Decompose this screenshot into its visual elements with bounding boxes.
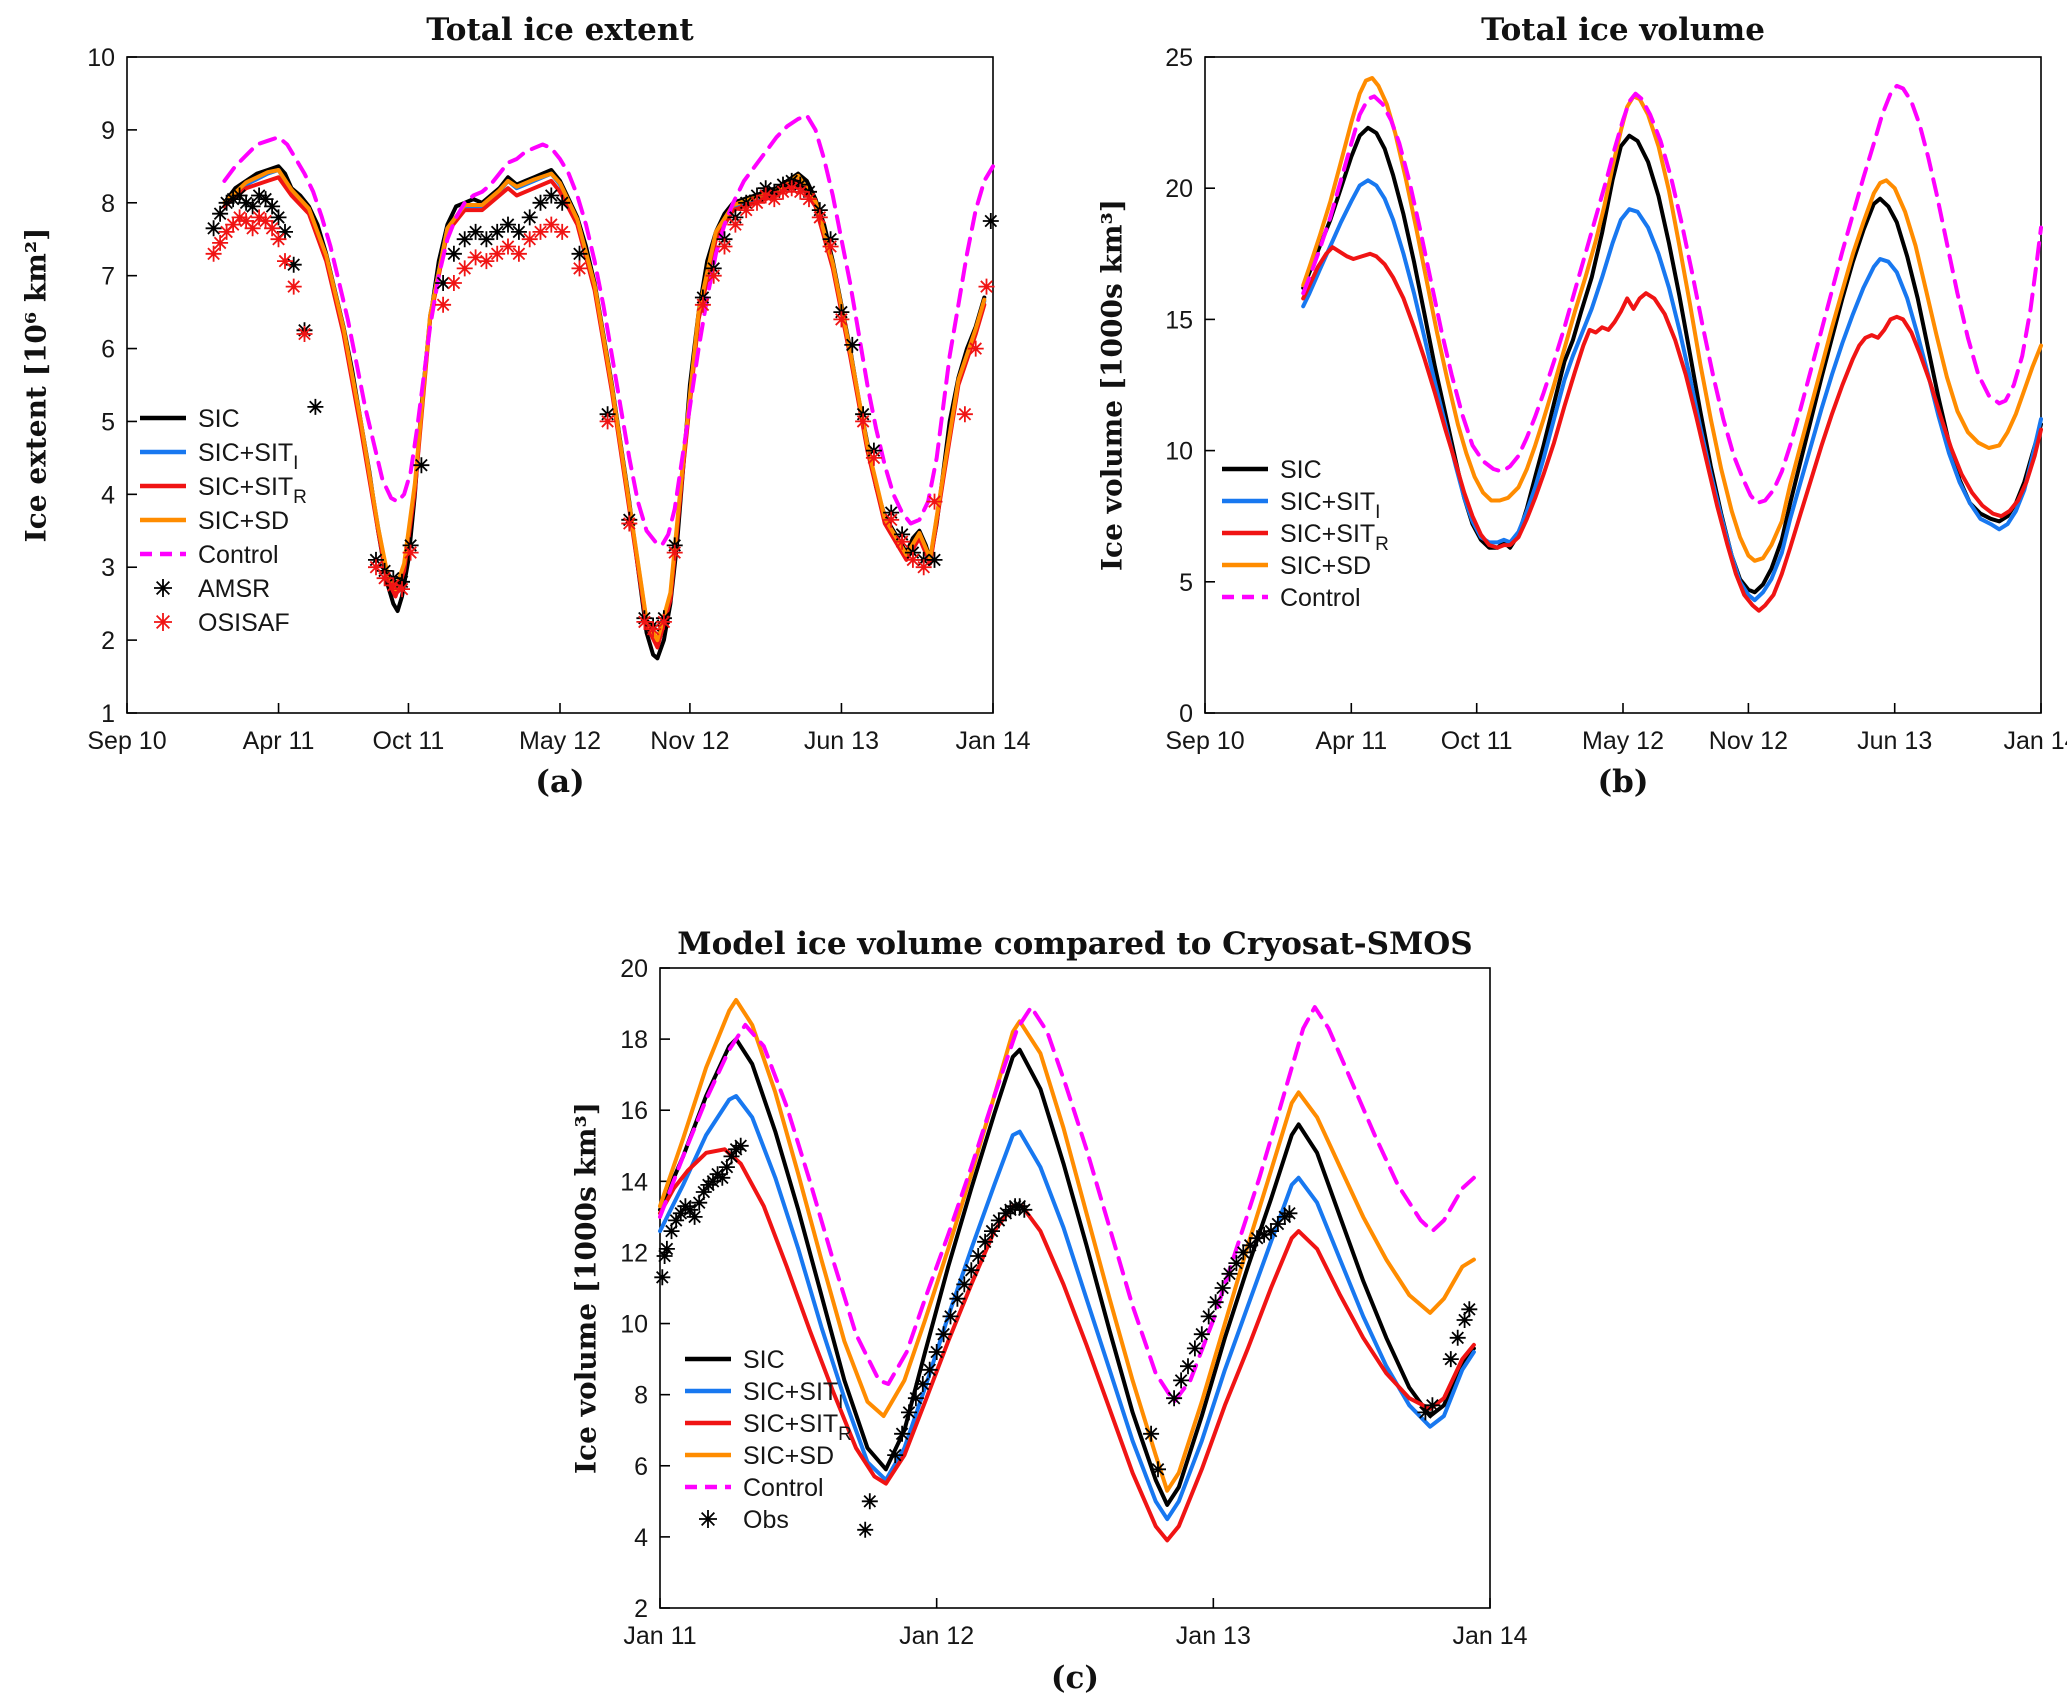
y-tick-label: 12 [620, 1239, 648, 1267]
legend-label-SIC+SD: SIC+SD [198, 507, 289, 535]
series-Control [658, 1005, 1476, 1404]
x-tick-label: Apr 11 [1315, 727, 1387, 755]
y-tick-label: 25 [1165, 44, 1193, 72]
x-tick-label: Jan 13 [1176, 1622, 1251, 1650]
y-tick-label: 2 [634, 1595, 648, 1623]
y-tick-label: 5 [1179, 569, 1193, 597]
y-tick-label: 20 [620, 955, 648, 983]
y-tick-label: 10 [1165, 438, 1193, 466]
x-tick-label: Oct 11 [373, 727, 445, 755]
axes: Sep 10 Apr 11 Oct 11 May 12 Nov 12 Jun 13 Jan … [1165, 44, 2067, 755]
panel-c-letter: (c) [1050, 1660, 1100, 1696]
series-SIC+SD [222, 168, 987, 643]
y-tick-label: 10 [620, 1311, 648, 1339]
y-tick-label: 0 [1179, 700, 1193, 728]
y-tick-label: 20 [1165, 175, 1193, 203]
y-tick-label: 8 [101, 190, 115, 218]
series-SIC+SIT_R [1301, 245, 2043, 613]
legend-marker-Obs [699, 1510, 717, 1528]
legend-label-Control: Control [743, 1474, 824, 1502]
series-SIC+SIT_R [222, 175, 987, 650]
series-SIC+SIT_R [658, 1147, 1476, 1543]
legend-label-SIC+SIT_I: SIC+SITI [198, 439, 298, 474]
legend-marker-AMSR [154, 579, 172, 597]
legend-label-SIC: SIC [1280, 456, 1322, 484]
x-tick-label: May 12 [519, 727, 601, 755]
y-tick-label: 6 [634, 1453, 648, 1481]
legend-label-SIC+SIT_R: SIC+SITR [743, 1410, 852, 1445]
legend-label-Control: Control [198, 541, 279, 569]
x-tick-label: Jan 14 [1452, 1622, 1527, 1650]
series-OSISAF [205, 180, 995, 638]
legend-label-SIC+SD: SIC+SD [1280, 552, 1371, 580]
legend-label-OSISAF: OSISAF [198, 609, 290, 637]
series-SIC [222, 164, 987, 661]
y-tick-label: 1 [101, 700, 115, 728]
series-Control [222, 113, 995, 548]
series-Control [1301, 83, 2043, 506]
x-tick-label: Sep 10 [1165, 727, 1244, 755]
y-tick-label: 15 [1165, 306, 1193, 334]
legend-label-SIC+SD: SIC+SD [743, 1442, 834, 1470]
x-tick-label: Jan 14 [2003, 727, 2067, 755]
panel-c-chart: Jan 11 Jan 12 Jan 13 Jan 14 2 4 6 8 10 12 14 16 18 20… [620, 955, 1527, 1650]
x-tick-label: Nov 12 [650, 727, 729, 755]
y-tick-label: 4 [634, 1524, 648, 1552]
series-SIC+SD [1301, 76, 2043, 563]
y-tick-label: 9 [101, 117, 115, 145]
legend-label-SIC+SIT_R: SIC+SITR [1280, 520, 1389, 555]
panel-b-letter: (b) [1597, 764, 1649, 800]
x-tick-label: Sep 10 [87, 727, 166, 755]
series-SIC+SIT_I [1301, 178, 2043, 603]
x-tick-label: Jan 12 [899, 1622, 974, 1650]
y-tick-label: 10 [87, 44, 115, 72]
legend-label-Obs: Obs [743, 1506, 789, 1534]
x-tick-label: Jun 13 [1857, 727, 1932, 755]
y-tick-label: 18 [620, 1026, 648, 1054]
axes: Jan 11 Jan 12 Jan 13 Jan 14 2 4 6 8 10 12 14 16 18 20 [620, 955, 1527, 1650]
legend-label-SIC: SIC [198, 405, 240, 433]
legend-label-SIC+SIT_I: SIC+SITI [1280, 488, 1380, 523]
y-tick-label: 6 [101, 336, 115, 364]
x-tick-label: Oct 11 [1441, 727, 1513, 755]
x-tick-label: Nov 12 [1709, 727, 1788, 755]
legend-label-AMSR: AMSR [198, 575, 270, 603]
y-tick-label: 7 [101, 263, 115, 291]
y-tick-label: 8 [634, 1382, 648, 1410]
series-SIC [658, 1037, 1476, 1507]
y-tick-label: 16 [620, 1097, 648, 1125]
series-SIC+SIT_I [658, 1094, 1476, 1522]
panel-a-title: Total ice extent [426, 12, 694, 48]
panel-a-letter: (a) [535, 764, 585, 800]
y-tick-label: 2 [101, 627, 115, 655]
x-tick-label: Jan 14 [955, 727, 1030, 755]
axes: Sep 10 Apr 11 Oct 11 May 12 Nov 12 Jun 13 Jan … [87, 44, 1030, 755]
x-tick-label: May 12 [1582, 727, 1664, 755]
panel-b-chart: Sep 10 Apr 11 Oct 11 May 12 Nov 12 Jun 13 Jan … [1165, 44, 2067, 755]
legend-label-SIC+SIT_I: SIC+SITI [743, 1378, 843, 1413]
x-tick-label: Jan 11 [623, 1622, 696, 1650]
panel-a-chart: Sep 10 Apr 11 Oct 11 May 12 Nov 12 Jun 13 Jan … [87, 44, 1030, 755]
y-tick-label: 14 [620, 1168, 648, 1196]
y-tick-label: 5 [101, 408, 115, 436]
y-tick-label: 3 [101, 554, 115, 582]
panel-b-title: Total ice volume [1481, 12, 1765, 48]
legend-label-Control: Control [1280, 584, 1361, 612]
series-SIC+SD [658, 998, 1476, 1493]
series-Obs [654, 1137, 1478, 1538]
panel-c-title: Model ice volume compared to Cryosat-SMO… [677, 926, 1473, 962]
x-tick-label: Apr 11 [243, 727, 315, 755]
x-tick-label: Jun 13 [804, 727, 879, 755]
legend-label-SIC+SIT_R: SIC+SITR [198, 473, 307, 508]
y-tick-label: 4 [101, 481, 115, 509]
legend-label-SIC: SIC [743, 1346, 785, 1374]
series-SIC [1301, 125, 2043, 595]
legend-marker-OSISAF [154, 613, 172, 631]
